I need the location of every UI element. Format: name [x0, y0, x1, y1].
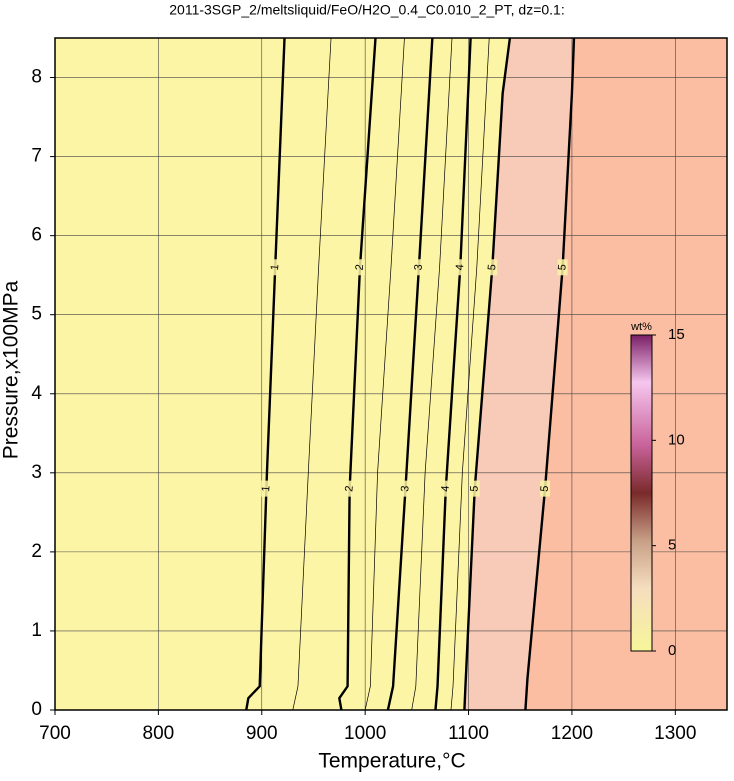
x-tick-label: 1300: [654, 723, 696, 744]
y-tick-label: 5: [31, 304, 42, 325]
colorbar-tick-label: 5: [668, 537, 676, 554]
contour-label-bg: [270, 259, 281, 276]
colorbar: [630, 334, 653, 652]
contour-label-bg: [469, 480, 480, 497]
contour-line: [411, 38, 453, 710]
x-tick-label: 700: [39, 723, 71, 744]
contour-label-bg: [400, 480, 411, 497]
fill-region: [525, 38, 727, 710]
contour-label: 3: [413, 264, 425, 271]
x-tick-label: 1100: [448, 723, 489, 744]
contour-label: 5: [468, 485, 480, 492]
x-tick-label: 1200: [551, 723, 593, 744]
contour-label: 3: [399, 485, 411, 492]
x-tick-label: 800: [143, 723, 175, 744]
contour-line: [524, 38, 576, 710]
contour-label-bg: [344, 480, 355, 497]
y-tick-label: 2: [31, 541, 42, 562]
y-tick-label: 6: [31, 225, 42, 246]
contour-label: 4: [454, 264, 466, 271]
plot-frame: [54, 37, 728, 711]
contour-label-bg: [440, 480, 451, 497]
contour-label: 1: [260, 485, 272, 492]
y-tick-label: 3: [31, 462, 42, 483]
contour-label: 1: [269, 264, 281, 271]
x-axis-label: Temperature,°C: [318, 750, 465, 773]
contour-label: 4: [439, 485, 451, 492]
y-axis-label: Pressure,x100MPa: [0, 280, 23, 459]
y-tick-label: 0: [31, 699, 42, 720]
colorbar-tick-label: 10: [668, 431, 685, 448]
y-tick-label: 8: [31, 67, 42, 88]
contour-label-bg: [261, 480, 272, 497]
x-tick-label: 900: [246, 723, 278, 744]
plot-area: 1 1 2 2 3 3 4 4 5 5 5 5: [55, 38, 727, 710]
contour-line: [364, 38, 405, 710]
contour-label: 5: [539, 485, 551, 492]
contour-label-bg: [540, 480, 551, 497]
contour-label-bg: [487, 259, 498, 276]
contour-label-bg: [455, 259, 466, 276]
contour-line: [338, 38, 377, 710]
contour-line: [463, 38, 512, 710]
axes: 700 800 900 1000 1100 1200 1300012345678wt%051…: [31, 37, 728, 744]
contour-label: 2: [343, 485, 355, 492]
contour-label-bg: [354, 259, 365, 276]
colorbar-label: wt%: [630, 321, 652, 333]
x-tick-label: 1000: [344, 723, 386, 744]
contour-label: 2: [354, 264, 366, 271]
contour-label-bg: [557, 259, 568, 276]
contour-label-bg: [413, 259, 424, 276]
contour-label: 5: [486, 264, 498, 271]
y-tick-label: 4: [31, 383, 42, 404]
contour-label: 5: [556, 264, 568, 271]
contour-line: [245, 38, 286, 710]
colorbar-tick-label: 0: [668, 642, 676, 659]
colorbar-tick-label: 15: [668, 326, 685, 343]
contour-line: [292, 38, 332, 710]
chart-title: 2011-3SGP_2/meltsliquid/FeO/H2O_0.4_C0.0…: [169, 2, 564, 18]
y-tick-label: 7: [31, 146, 42, 167]
contour-line: [450, 38, 490, 710]
y-tick-label: 1: [31, 620, 42, 641]
